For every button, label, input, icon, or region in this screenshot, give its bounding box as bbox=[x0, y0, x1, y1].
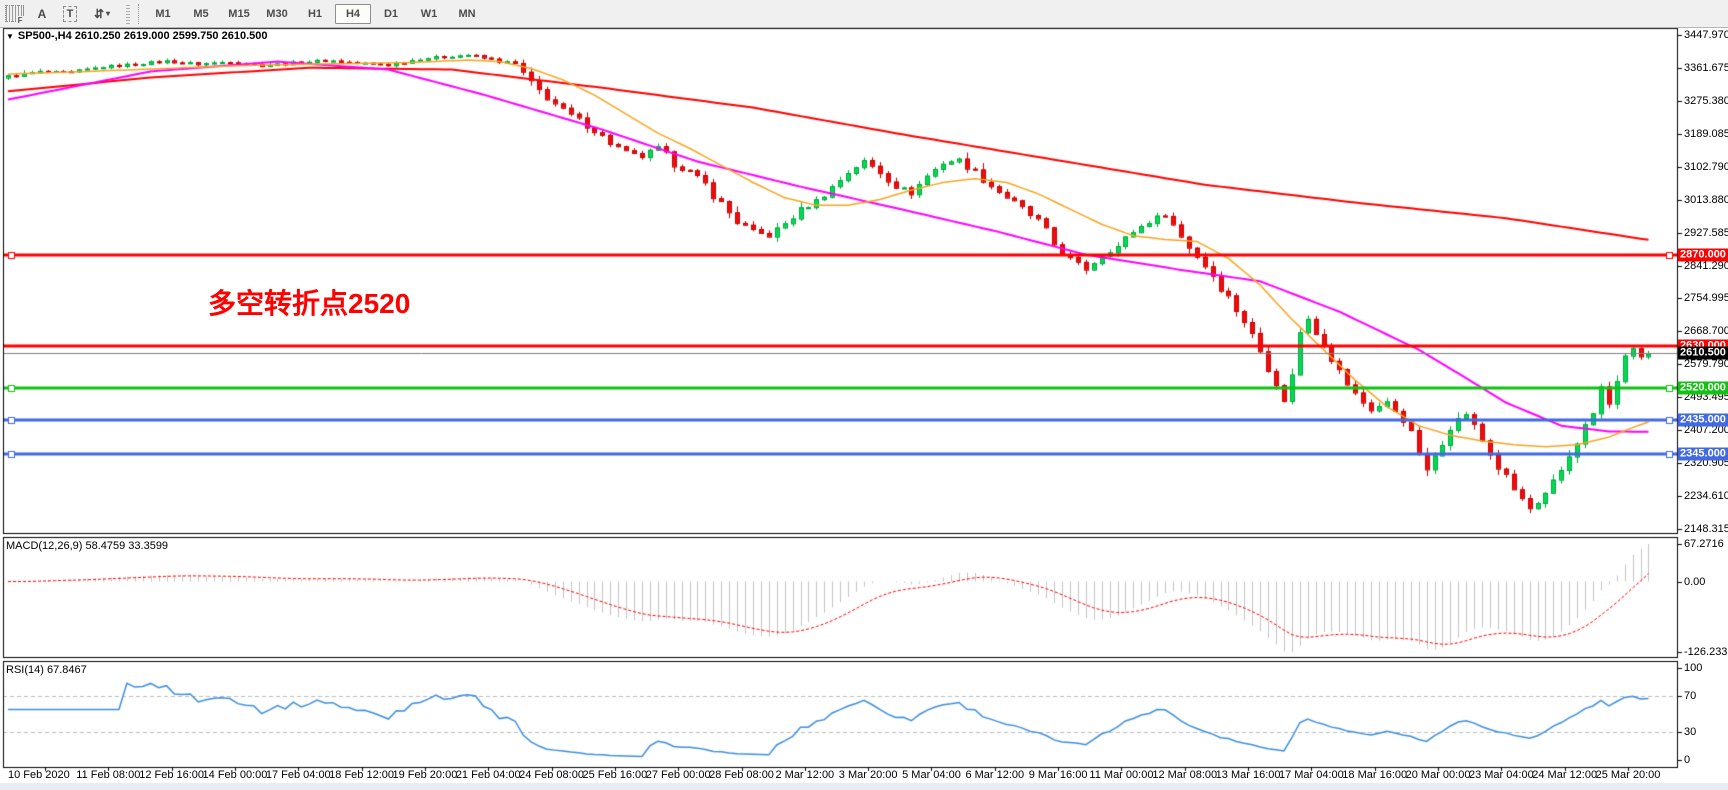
price-axis-tick: 2148.315 bbox=[1684, 522, 1728, 535]
macd-axis-tick: -126.233 bbox=[1684, 646, 1728, 658]
time-axis-label: 2 Mar 12:00 bbox=[775, 769, 835, 781]
timeframe-button-m15[interactable]: M15 bbox=[228, 7, 250, 20]
rsi-axis-tick: 100 bbox=[1684, 662, 1703, 674]
window-bottom-strip bbox=[0, 783, 1728, 790]
timeframe-button-w1[interactable]: W1 bbox=[420, 7, 438, 20]
text-box-icon: T bbox=[62, 5, 78, 22]
timeframe-button-m1[interactable]: M1 bbox=[155, 7, 171, 20]
symbol-ohlc-title: SP500-,H4 2610.250 2619.000 2599.750 261… bbox=[17, 30, 268, 42]
time-axis-label: 17 Mar 04:00 bbox=[1278, 769, 1344, 781]
price-line-tag: 2610.500 bbox=[1678, 346, 1728, 360]
rsi-axis-tick: 30 bbox=[1684, 726, 1697, 739]
arrows-icon: ⇵ bbox=[93, 6, 105, 21]
time-axis-label: 11 Feb 08:00 bbox=[76, 769, 141, 781]
timeframe-bar: M1 M5 M15 M30 H1 H4 D1 W1 MN bbox=[144, 3, 486, 24]
time-axis-label: 12 Feb 16:00 bbox=[139, 769, 205, 781]
macd-indicator-label: MACD(12,26,9) 58.4759 33.3599 bbox=[6, 540, 169, 552]
macd-axis-tick: 67.2716 bbox=[1684, 538, 1724, 550]
grid-icon: F bbox=[4, 5, 24, 25]
timeframe-button-d1[interactable]: D1 bbox=[383, 7, 399, 20]
period-separators-button[interactable]: F bbox=[1, 3, 27, 25]
macd-axis-tick: 0.00 bbox=[1684, 575, 1706, 588]
toolbar-separator bbox=[138, 3, 140, 24]
time-axis-label: 24 Mar 12:00 bbox=[1532, 769, 1598, 781]
time-axis-label: 24 Feb 08:00 bbox=[519, 769, 584, 781]
time-axis-label: 25 Mar 20:00 bbox=[1595, 769, 1661, 781]
time-axis-label: 5 Mar 04:00 bbox=[902, 769, 961, 781]
timeframe-button-m5[interactable]: M5 bbox=[193, 7, 209, 20]
price-axis-tick: 2927.585 bbox=[1684, 226, 1728, 239]
time-axis-label: 25 Feb 16:00 bbox=[582, 769, 648, 781]
time-axis-label: 18 Mar 16:00 bbox=[1342, 769, 1408, 781]
rsi-axis-tick: 0 bbox=[1684, 754, 1691, 766]
price-line-tag: 2435.000 bbox=[1678, 413, 1728, 427]
price-axis-tick: 3361.675 bbox=[1684, 61, 1728, 74]
time-axis-label: 18 Feb 12:00 bbox=[329, 769, 395, 781]
price-axis-tick: 2668.700 bbox=[1684, 325, 1728, 338]
price-axis-tick: 3447.970 bbox=[1684, 29, 1728, 41]
price-axis-tick: 3275.380 bbox=[1684, 94, 1728, 107]
letter-a-icon: A bbox=[37, 6, 47, 21]
chart-text-annotation: 多空转折点2520 bbox=[208, 288, 411, 319]
timeframe-button-mn[interactable]: MN bbox=[458, 7, 476, 20]
time-axis-label: 28 Feb 08:00 bbox=[709, 769, 774, 781]
time-axis-label: 14 Feb 00:00 bbox=[202, 769, 268, 781]
price-axis-tick: 3013.880 bbox=[1684, 193, 1728, 206]
font-tool-button[interactable]: A bbox=[29, 3, 55, 24]
rsi-axis-tick: 70 bbox=[1684, 689, 1697, 702]
time-axis-label: 27 Feb 00:00 bbox=[645, 769, 711, 781]
toolbar: F A T ⇵ ▾ M1 M5 M15 M30 H1 H4 D1 W1 MN bbox=[0, 0, 1728, 28]
indicators-cycle-button[interactable]: ⇵ ▾ bbox=[85, 3, 119, 24]
time-axis-label: 20 Mar 00:00 bbox=[1405, 769, 1471, 781]
time-axis-label: 13 Mar 16:00 bbox=[1215, 769, 1281, 781]
price-line-tag: 2345.000 bbox=[1678, 447, 1728, 461]
price-axis-tick: 3102.790 bbox=[1684, 160, 1728, 173]
price-line-tag: 2870.000 bbox=[1678, 248, 1728, 262]
time-axis-label: 6 Mar 12:00 bbox=[965, 769, 1025, 781]
chevron-down-icon: ▾ bbox=[106, 9, 111, 18]
price-axis-tick: 2407.200 bbox=[1684, 424, 1728, 437]
timeframe-button-h1[interactable]: H1 bbox=[307, 7, 323, 20]
time-axis-label: 23 Mar 04:00 bbox=[1468, 769, 1534, 781]
timeframe-button-h4[interactable]: H4 bbox=[335, 3, 371, 24]
timeframe-button-m30[interactable]: M30 bbox=[266, 7, 288, 20]
collapse-triangle-icon[interactable]: ▼ bbox=[6, 31, 14, 41]
toolbar-drag-handle[interactable] bbox=[126, 3, 130, 24]
time-axis-label: 10 Feb 2020 bbox=[8, 769, 70, 781]
time-axis-label: 9 Mar 16:00 bbox=[1028, 769, 1088, 781]
time-axis-label: 21 Feb 04:00 bbox=[455, 769, 521, 781]
time-axis-label: 12 Mar 08:00 bbox=[1152, 769, 1218, 781]
chart-title[interactable]: ▼ SP500-,H4 2610.250 2619.000 2599.750 2… bbox=[6, 30, 267, 42]
rsi-indicator-label: RSI(14) 67.8467 bbox=[6, 664, 87, 676]
price-axis-tick: 3189.085 bbox=[1684, 127, 1728, 140]
time-axis-label: 11 Mar 00:00 bbox=[1089, 769, 1154, 781]
price-axis-tick: 2841.290 bbox=[1684, 259, 1728, 272]
price-axis-tick: 2234.610 bbox=[1684, 490, 1728, 503]
price-axis-tick: 2493.495 bbox=[1684, 391, 1728, 404]
price-axis-tick: 2579.790 bbox=[1684, 358, 1728, 371]
price-axis-tick: 2754.995 bbox=[1684, 292, 1728, 305]
time-axis-label: 19 Feb 20:00 bbox=[392, 769, 458, 781]
price-line-tag: 2520.000 bbox=[1678, 381, 1728, 395]
time-axis-label: 17 Feb 04:00 bbox=[265, 769, 331, 781]
text-label-tool-button[interactable]: T bbox=[57, 3, 83, 24]
time-axis-label: 3 Mar 20:00 bbox=[838, 769, 898, 781]
